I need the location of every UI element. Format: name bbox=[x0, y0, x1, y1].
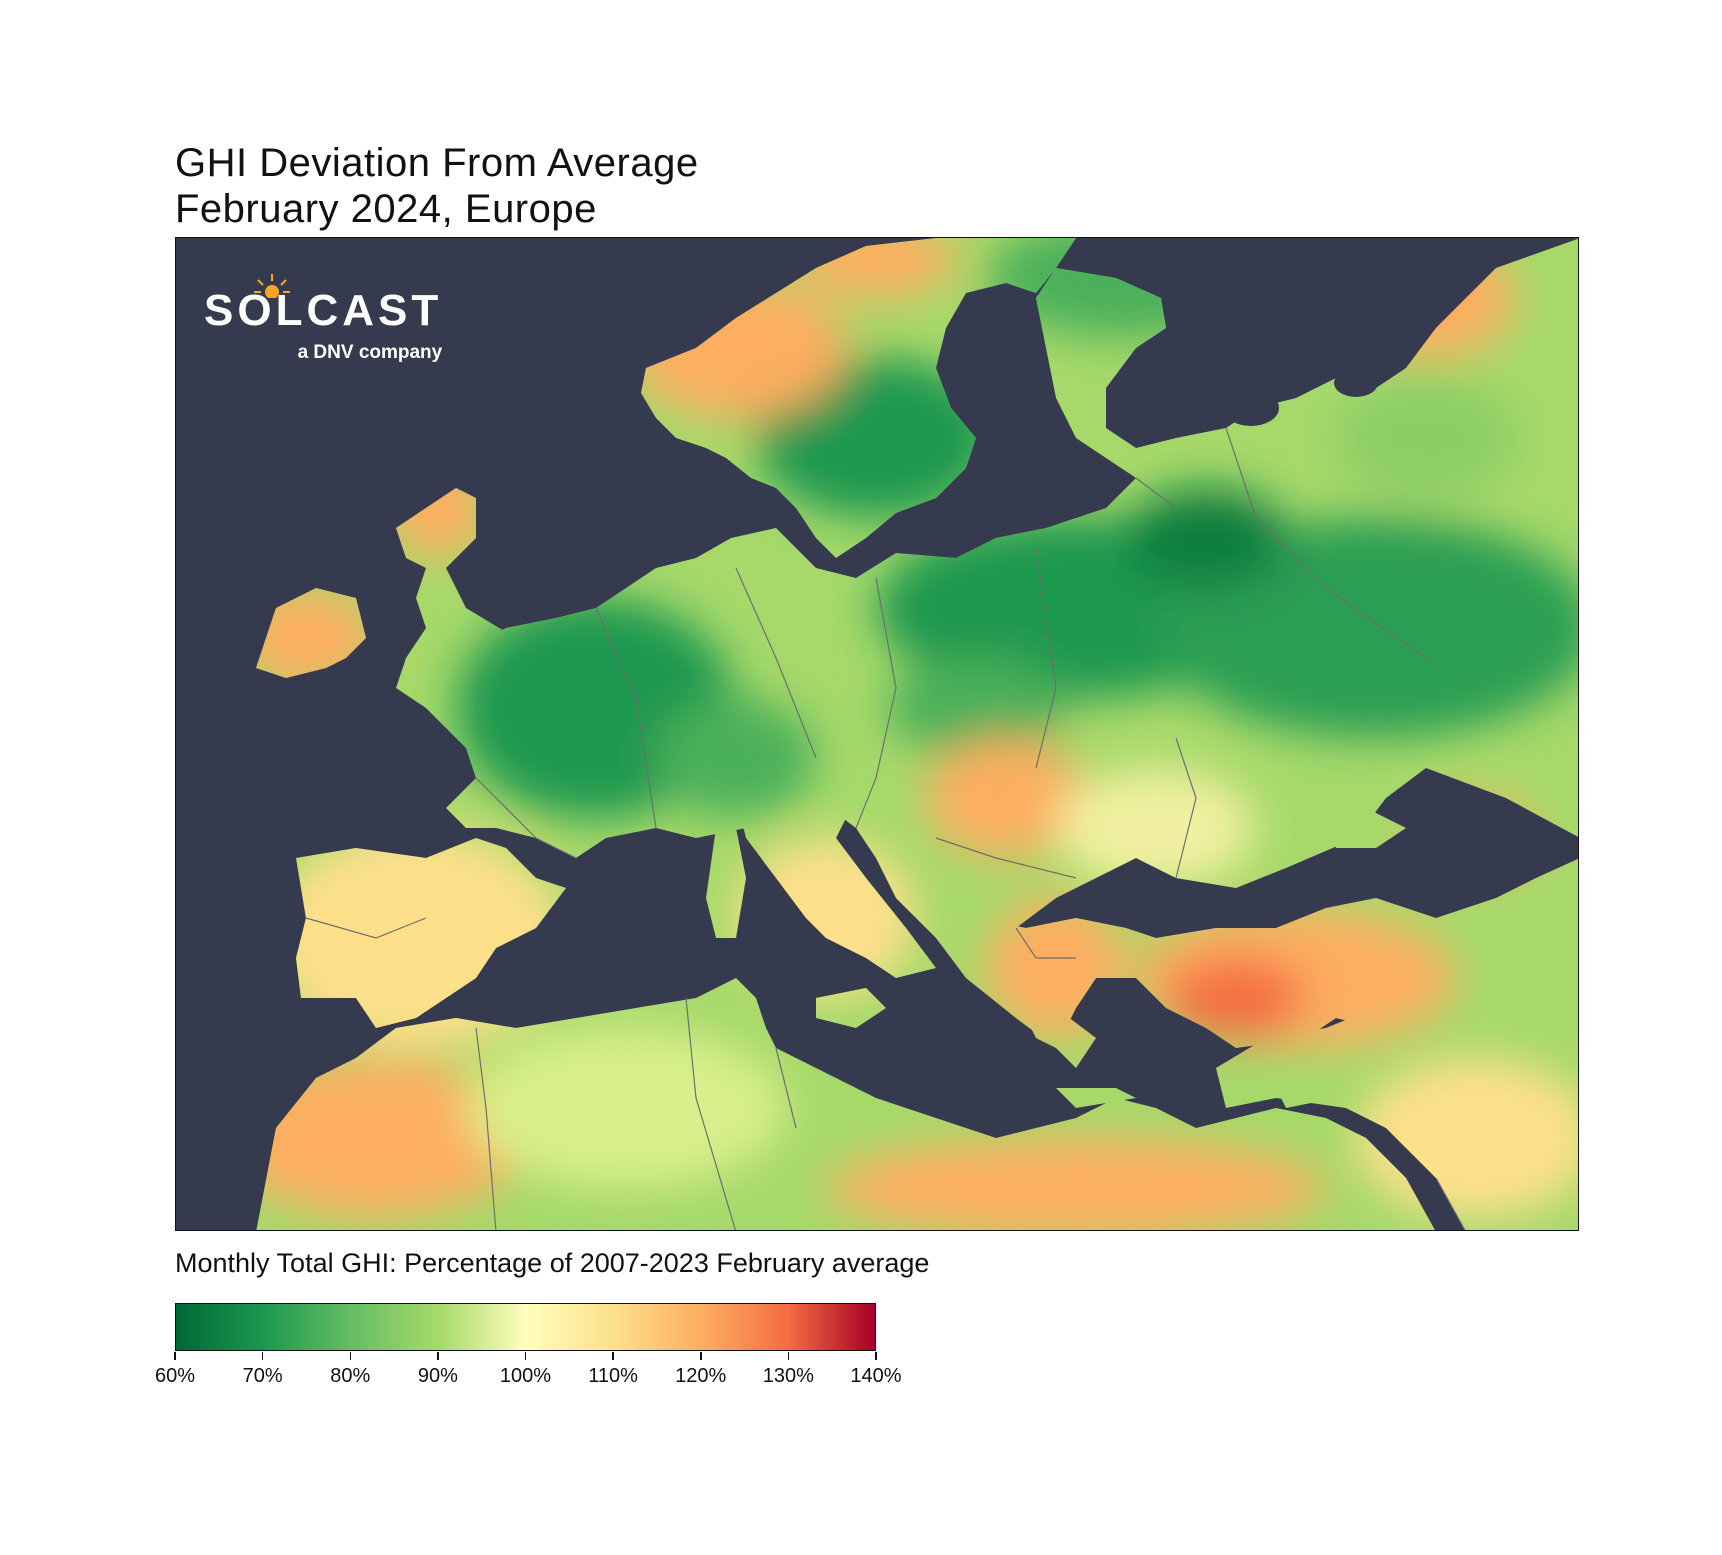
colorbar-tick-mark bbox=[524, 1352, 527, 1360]
map-title: GHI Deviation From Average February 2024… bbox=[175, 140, 699, 232]
colorbar-tick-label: 130% bbox=[762, 1365, 814, 1387]
colorbar-tick-label: 90% bbox=[417, 1365, 458, 1387]
colorbar-tick-mark bbox=[174, 1352, 176, 1360]
title-line-2: February 2024, Europe bbox=[175, 187, 597, 231]
logo-wordmark: SOLCAST bbox=[204, 286, 443, 335]
colorbar bbox=[175, 1303, 876, 1351]
colorbar-tick-label: 60% bbox=[154, 1365, 196, 1387]
colorbar-tick-mark bbox=[612, 1352, 614, 1360]
solcast-logo: SOLCAST a DNV company bbox=[204, 274, 443, 364]
colorbar-tick-mark bbox=[787, 1352, 790, 1360]
colorbar-tick-mark bbox=[261, 1352, 264, 1360]
colorbar-label: Monthly Total GHI: Percentage of 2007-20… bbox=[175, 1248, 930, 1278]
colorbar-tick-mark bbox=[700, 1352, 702, 1360]
colorbar-tick-label: 140% bbox=[850, 1365, 902, 1387]
colorbar-tick-label: 100% bbox=[499, 1365, 552, 1387]
title-line-1: GHI Deviation From Average bbox=[175, 141, 699, 185]
logo-tagline: a DNV company bbox=[297, 342, 443, 363]
country-borders bbox=[305, 427, 1466, 1230]
map-panel: SOLCAST a DNV company bbox=[175, 237, 1579, 1231]
colorbar-tick-mark bbox=[437, 1352, 439, 1360]
colorbar-tick-label: 70% bbox=[242, 1365, 283, 1387]
colorbar-tick-label: 120% bbox=[675, 1365, 727, 1387]
europe-map bbox=[176, 238, 1578, 1230]
colorbar-tick-mark bbox=[875, 1352, 877, 1360]
colorbar-tick-mark bbox=[349, 1352, 351, 1360]
colorbar-tick-label: 80% bbox=[330, 1365, 371, 1387]
sun-circuit-icon bbox=[254, 274, 290, 298]
colorbar-tick-label: 110% bbox=[588, 1365, 638, 1387]
